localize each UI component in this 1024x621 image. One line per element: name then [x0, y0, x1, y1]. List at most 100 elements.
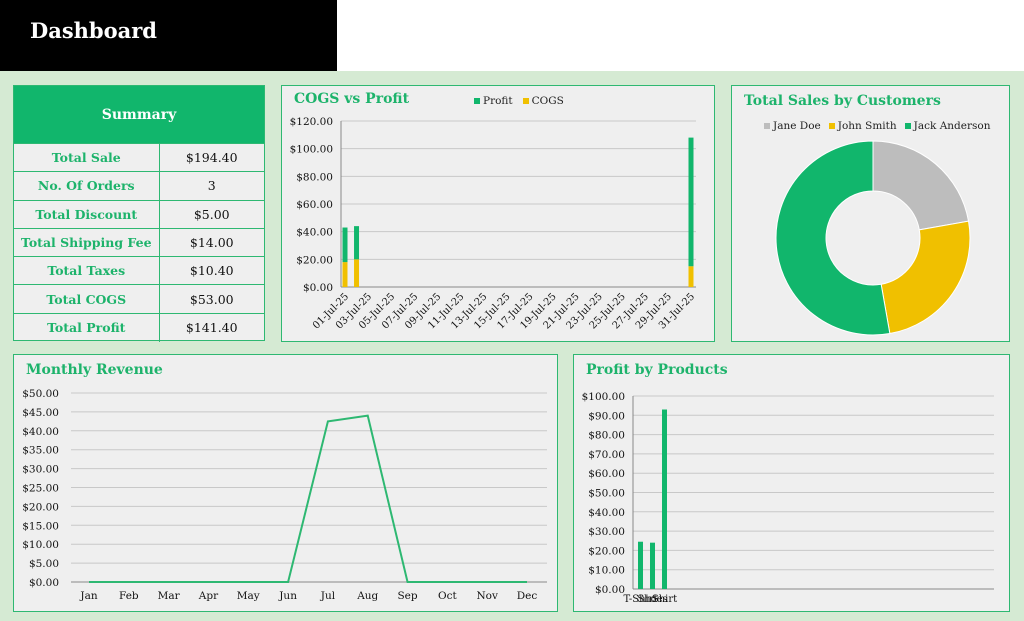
x-tick-label: Shirt	[652, 594, 677, 605]
customers-legend: Jane Doe John Smith Jack Anderson	[764, 120, 990, 132]
summary-label: No. Of Orders	[14, 171, 160, 201]
y-tick-label: $15.00	[22, 520, 59, 532]
y-tick-label: $5.00	[29, 558, 59, 570]
y-tick-label: $30.00	[588, 526, 625, 538]
summary-label: Total Profit	[14, 312, 160, 342]
y-tick-label: $50.00	[588, 488, 625, 500]
legend-john: John Smith	[828, 120, 897, 132]
summary-label: Total COGS	[14, 284, 160, 314]
cogs-bar	[688, 266, 694, 287]
monthly-revenue-title: Monthly Revenue	[26, 362, 163, 378]
cogs-profit-title: COGS vs Profit	[294, 91, 410, 107]
legend-jack: Jack Anderson	[904, 120, 991, 132]
y-tick-label: $10.00	[22, 539, 59, 551]
profit-bar	[354, 226, 360, 260]
revenue-line	[89, 414, 527, 583]
summary-row: Total COGS $53.00	[14, 284, 264, 314]
summary-label: Total Shipping Fee	[14, 227, 160, 257]
x-tick-label: Jan	[79, 590, 97, 602]
cogs-profit-chart: $0.00 $20.00 $40.00 $60.00 $80.00 $100.00 $120…	[290, 116, 698, 332]
page-title: Dashboard	[30, 18, 157, 43]
summary-value: $14.00	[159, 227, 264, 257]
y-tick-label: $40.00	[296, 227, 333, 239]
summary-row: Total Shipping Fee $14.00	[14, 227, 264, 257]
summary-row: Total Profit $141.40	[14, 312, 264, 342]
summary-title: Summary	[14, 86, 264, 143]
cogs-bar	[354, 259, 360, 287]
y-tick-label: $10.00	[588, 565, 625, 577]
y-tick-label: $0.00	[29, 577, 59, 589]
x-tick-label: Jun	[278, 590, 297, 602]
profit-bar	[342, 227, 348, 263]
x-tick-label: May	[237, 590, 260, 602]
monthly-revenue-chart: $0.00 $5.00 $10.00 $15.00 $20.00 $25.00 $30.00…	[22, 388, 547, 602]
summary-label: Total Taxes	[14, 256, 160, 285]
legend-jack-label: Jack Anderson	[913, 120, 991, 132]
summary-value: $194.40	[159, 142, 264, 172]
y-tick-label: $40.00	[588, 507, 625, 519]
title-block: Dashboard	[0, 0, 337, 71]
legend-jack-swatch	[904, 123, 911, 129]
y-tick-label: $90.00	[588, 410, 625, 422]
y-tick-label: $100.00	[290, 144, 333, 156]
legend-cogs-label: COGS	[531, 95, 564, 107]
x-tick-label: Apr	[198, 590, 219, 602]
legend-cogs: COGS	[522, 95, 564, 107]
y-tick-label: $30.00	[22, 464, 59, 476]
legend-jane: Jane Doe	[764, 120, 821, 132]
x-tick-label: T-Shirt	[623, 594, 657, 605]
x-tick-label: Oct	[438, 590, 457, 602]
y-tick-label: $45.00	[22, 407, 59, 419]
summary-label: Total Sale	[14, 142, 160, 172]
summary-panel: Summary Total Sale $194.40 No. Of Orders 3 T…	[13, 85, 265, 342]
y-tick-label: $60.00	[588, 468, 625, 480]
summary-value: $141.40	[159, 312, 264, 342]
legend-jane-swatch	[764, 123, 770, 129]
profit-bar	[688, 137, 694, 267]
x-tick-label: Nov	[476, 590, 498, 602]
y-tick-label: $120.00	[290, 116, 333, 128]
customers-panel: Total Sales by Customers Jane Doe John S…	[731, 85, 1010, 342]
summary-value: 3	[159, 171, 264, 201]
y-tick-label: $0.00	[595, 584, 625, 596]
y-tick-label: $40.00	[22, 426, 59, 438]
legend-cogs-swatch	[522, 98, 529, 104]
y-tick-label: $25.00	[22, 483, 59, 495]
cogs-legend: Profit COGS	[474, 95, 564, 107]
legend-profit: Profit	[474, 95, 513, 107]
summary-value: $53.00	[159, 284, 264, 314]
y-tick-label: $100.00	[582, 391, 625, 403]
y-tick-label: $80.00	[588, 430, 625, 442]
summary-table: Total Sale $194.40 No. Of Orders 3 Total Dis…	[14, 142, 264, 342]
summary-value: $10.40	[159, 256, 264, 285]
y-tick-label: $80.00	[296, 171, 333, 183]
donut-slice-john-smith	[880, 220, 971, 335]
y-tick-label: $35.00	[22, 445, 59, 457]
summary-row: No. Of Orders 3	[14, 171, 264, 201]
summary-row: Total Taxes $10.40	[14, 256, 264, 285]
profit-products-panel: Profit by Products $0.00 $10.00 $20.00 $30.…	[573, 354, 1010, 612]
x-tick-label: Jul	[320, 590, 336, 602]
monthly-revenue-panel: Monthly Revenue $0.00 $5.00 $10.00 $15.00 $2…	[13, 354, 558, 612]
y-tick-label: $20.00	[296, 254, 333, 266]
cogs-profit-panel: COGS vs Profit Profit COGS $0.00 $20.00 $4…	[281, 85, 715, 342]
product-bar	[662, 409, 667, 589]
profit-products-title: Profit by Products	[586, 362, 728, 378]
y-tick-label: $20.00	[588, 545, 625, 557]
legend-profit-label: Profit	[483, 95, 513, 107]
product-bar	[638, 541, 643, 589]
summary-value: $5.00	[159, 199, 264, 229]
x-tick-label: Aug	[356, 590, 378, 602]
legend-profit-swatch	[474, 98, 480, 104]
y-tick-label: $70.00	[588, 449, 625, 461]
y-tick-label: $20.00	[22, 501, 59, 513]
x-tick-label: Mar	[158, 590, 181, 602]
customers-donut-chart	[775, 140, 971, 336]
donut-slice-jack-anderson	[775, 140, 891, 336]
summary-label: Total Discount	[14, 199, 160, 229]
product-bar	[650, 542, 655, 589]
legend-jane-label: Jane Doe	[773, 120, 821, 132]
donut-slice-jane-doe	[872, 140, 970, 231]
cogs-bar	[342, 262, 348, 287]
x-tick-label: Sep	[397, 590, 417, 602]
